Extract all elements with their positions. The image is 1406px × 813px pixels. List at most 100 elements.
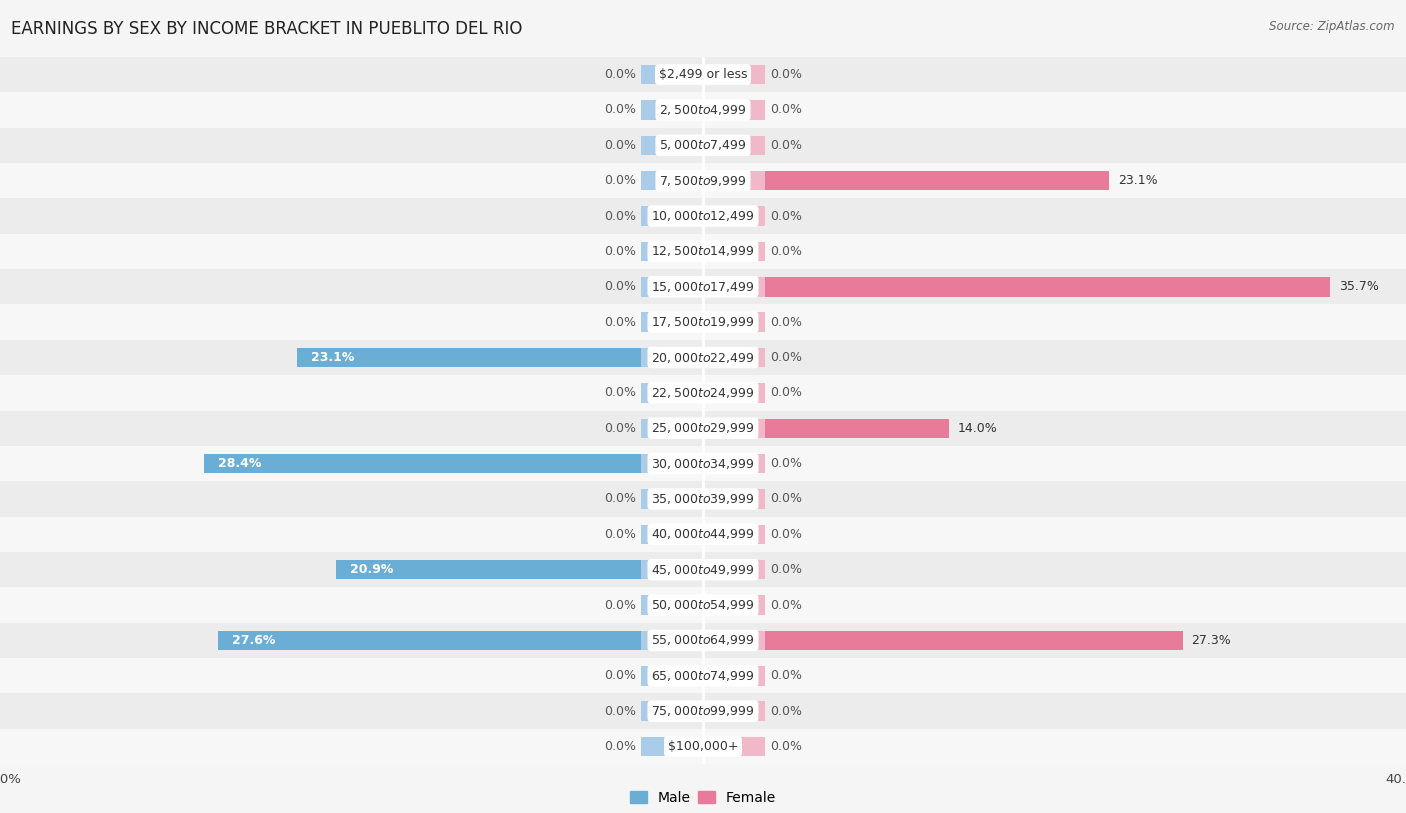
Text: 0.0%: 0.0%	[605, 68, 637, 81]
Text: 0.0%: 0.0%	[605, 245, 637, 258]
Text: 0.0%: 0.0%	[770, 68, 801, 81]
Bar	[703, 454, 765, 473]
Bar	[641, 136, 703, 155]
Bar	[703, 277, 1330, 297]
Bar	[0, 729, 1406, 764]
Bar	[703, 595, 765, 615]
Bar	[204, 454, 703, 473]
Text: 0.0%: 0.0%	[605, 386, 637, 399]
Bar	[641, 241, 703, 261]
Text: 14.0%: 14.0%	[957, 422, 998, 435]
Text: $30,000 to $34,999: $30,000 to $34,999	[651, 457, 755, 471]
Text: Source: ZipAtlas.com: Source: ZipAtlas.com	[1270, 20, 1395, 33]
Bar	[641, 277, 703, 297]
Bar	[641, 454, 703, 473]
Text: $22,500 to $24,999: $22,500 to $24,999	[651, 386, 755, 400]
Text: 0.0%: 0.0%	[770, 563, 801, 576]
Text: 0.0%: 0.0%	[605, 103, 637, 116]
Bar	[703, 312, 765, 332]
Bar	[641, 100, 703, 120]
Text: EARNINGS BY SEX BY INCOME BRACKET IN PUEBLITO DEL RIO: EARNINGS BY SEX BY INCOME BRACKET IN PUE…	[11, 20, 523, 38]
Bar	[0, 517, 1406, 552]
Text: 0.0%: 0.0%	[770, 386, 801, 399]
Bar	[641, 560, 703, 580]
Bar	[218, 631, 703, 650]
Bar	[641, 489, 703, 509]
Bar	[0, 234, 1406, 269]
Text: 27.6%: 27.6%	[232, 634, 276, 647]
Text: 0.0%: 0.0%	[605, 598, 637, 611]
Text: 0.0%: 0.0%	[605, 422, 637, 435]
Bar	[703, 560, 765, 580]
Bar	[0, 659, 1406, 693]
Bar	[0, 269, 1406, 305]
Text: $50,000 to $54,999: $50,000 to $54,999	[651, 598, 755, 612]
Bar	[641, 383, 703, 402]
Text: 0.0%: 0.0%	[605, 740, 637, 753]
Bar	[641, 702, 703, 721]
Bar	[703, 171, 765, 190]
Text: 35.7%: 35.7%	[1340, 280, 1379, 293]
Text: 0.0%: 0.0%	[605, 705, 637, 718]
Text: 0.0%: 0.0%	[770, 669, 801, 682]
Text: $2,499 or less: $2,499 or less	[659, 68, 747, 81]
Bar	[703, 737, 765, 756]
Bar	[0, 198, 1406, 234]
Text: 28.4%: 28.4%	[218, 457, 262, 470]
Bar	[0, 446, 1406, 481]
Text: $5,000 to $7,499: $5,000 to $7,499	[659, 138, 747, 152]
Bar	[0, 128, 1406, 163]
Text: 0.0%: 0.0%	[605, 174, 637, 187]
Text: 20.9%: 20.9%	[350, 563, 394, 576]
Bar	[641, 65, 703, 85]
Text: 0.0%: 0.0%	[605, 139, 637, 152]
Text: $55,000 to $64,999: $55,000 to $64,999	[651, 633, 755, 647]
Text: 0.0%: 0.0%	[605, 493, 637, 506]
Bar	[641, 595, 703, 615]
Bar	[641, 737, 703, 756]
Bar	[0, 163, 1406, 198]
Bar	[0, 376, 1406, 411]
Bar	[641, 312, 703, 332]
Text: 0.0%: 0.0%	[770, 139, 801, 152]
Bar	[703, 419, 949, 438]
Bar	[703, 348, 765, 367]
Bar	[703, 241, 765, 261]
Text: 0.0%: 0.0%	[605, 315, 637, 328]
Text: $75,000 to $99,999: $75,000 to $99,999	[651, 704, 755, 718]
Text: $10,000 to $12,499: $10,000 to $12,499	[651, 209, 755, 223]
Text: 0.0%: 0.0%	[770, 598, 801, 611]
Bar	[0, 411, 1406, 446]
Bar	[703, 277, 765, 297]
Bar	[703, 171, 1109, 190]
Bar	[336, 560, 703, 580]
Bar	[0, 552, 1406, 587]
Text: $15,000 to $17,499: $15,000 to $17,499	[651, 280, 755, 293]
Bar	[703, 100, 765, 120]
Text: 0.0%: 0.0%	[770, 315, 801, 328]
Bar	[703, 207, 765, 226]
Text: 0.0%: 0.0%	[770, 103, 801, 116]
Text: 0.0%: 0.0%	[770, 457, 801, 470]
Text: $2,500 to $4,999: $2,500 to $4,999	[659, 103, 747, 117]
Text: 0.0%: 0.0%	[770, 351, 801, 364]
Bar	[0, 481, 1406, 517]
Bar	[0, 587, 1406, 623]
Text: 0.0%: 0.0%	[770, 210, 801, 223]
Text: 23.1%: 23.1%	[311, 351, 354, 364]
Text: $7,500 to $9,999: $7,500 to $9,999	[659, 174, 747, 188]
Text: 0.0%: 0.0%	[770, 740, 801, 753]
Text: 0.0%: 0.0%	[770, 705, 801, 718]
Bar	[703, 383, 765, 402]
Bar	[0, 305, 1406, 340]
Bar	[297, 348, 703, 367]
Text: $35,000 to $39,999: $35,000 to $39,999	[651, 492, 755, 506]
Text: 0.0%: 0.0%	[605, 669, 637, 682]
Bar	[0, 57, 1406, 92]
Text: 23.1%: 23.1%	[1118, 174, 1157, 187]
Bar	[703, 65, 765, 85]
Bar	[703, 702, 765, 721]
Bar	[703, 631, 1182, 650]
Bar	[641, 666, 703, 685]
Text: 0.0%: 0.0%	[605, 280, 637, 293]
